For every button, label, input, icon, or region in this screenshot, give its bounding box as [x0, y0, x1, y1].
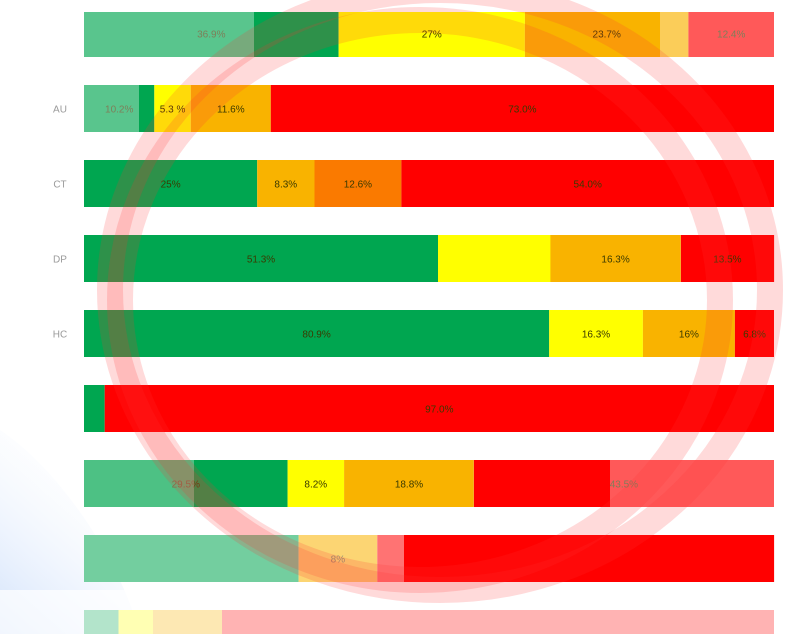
data-label: 80.9% [302, 330, 330, 341]
bar-segment [84, 460, 288, 507]
data-label: 18.8% [395, 480, 423, 491]
overlay-veil [84, 85, 139, 132]
category-label: DP [53, 255, 67, 266]
bar-segment [401, 160, 774, 207]
data-label: 8.2% [304, 480, 327, 491]
bar-segment [84, 310, 550, 357]
bar-segment [104, 385, 774, 432]
bar-segment [688, 10, 774, 57]
bar-segment [84, 160, 258, 207]
category-label: HC [53, 330, 67, 341]
data-label: 27% [422, 30, 442, 41]
data-label: 16.3% [582, 330, 610, 341]
bar-segment [734, 310, 774, 357]
data-label: 25% [161, 180, 181, 191]
bar-segment [298, 535, 378, 582]
bar-segment [257, 160, 315, 207]
category-label: AU [53, 105, 67, 116]
bar-segment [287, 460, 345, 507]
data-label: 8.3% [274, 180, 297, 191]
bar-segment [473, 460, 774, 507]
category-labels-layer: AU CT DP HC [53, 105, 67, 341]
data-label: 29.5% [172, 480, 200, 491]
background-swoosh [0, 430, 140, 634]
bar-segment [524, 10, 689, 57]
bar-segment [680, 235, 775, 282]
data-label: 16% [679, 330, 699, 341]
data-label: 10.2% [105, 105, 133, 116]
overlay-veil [0, 590, 799, 634]
data-label: 97.0% [425, 405, 453, 416]
data-label: 13.5% [713, 255, 741, 266]
bar-segment [550, 235, 681, 282]
bar-segment [84, 535, 299, 582]
bar-segment [642, 310, 735, 357]
bar-segment [314, 160, 402, 207]
bar-segment [438, 235, 551, 282]
bars-layer: 36.9% 27% 23.7% 12.4% 10.2% 5.3 % 11.6% 73.0% 25… [84, 10, 775, 634]
data-label: 16.3% [601, 255, 629, 266]
data-label: 73.0% [508, 105, 536, 116]
bar-segment [549, 310, 643, 357]
bar-segment [84, 385, 105, 432]
bar-segment [84, 85, 155, 132]
overlay-halo [107, 7, 733, 593]
data-label: 43.5% [610, 480, 638, 491]
overlay-veil [660, 10, 775, 57]
category-label: CT [53, 180, 66, 191]
bar-segment [190, 85, 271, 132]
data-label: 6.8% [743, 330, 766, 341]
bar-segment [154, 85, 191, 132]
overlay-veil [84, 535, 404, 582]
data-label: 12.6% [344, 180, 372, 191]
data-label: 54.0% [574, 180, 602, 191]
data-label: 51.3% [247, 255, 275, 266]
data-label: 5.3 % [160, 105, 186, 116]
overlay-halo [97, 0, 783, 603]
overlay-veil [84, 10, 254, 57]
data-label: 12.4% [717, 30, 745, 41]
overlay-veil [84, 460, 194, 507]
bar-segment [344, 460, 474, 507]
bar-segment [270, 85, 774, 132]
data-label: 11.6% [217, 105, 245, 116]
overlay-veil [0, 0, 799, 12]
data-label: 8% [331, 555, 346, 566]
bar-segment [338, 10, 525, 57]
bar-segment [84, 10, 339, 57]
data-label: 36.9% [197, 30, 225, 41]
bar-segment [377, 535, 775, 582]
data-label: 23.7% [593, 30, 621, 41]
overlay-veil [610, 460, 775, 507]
bar-segment [84, 235, 438, 282]
